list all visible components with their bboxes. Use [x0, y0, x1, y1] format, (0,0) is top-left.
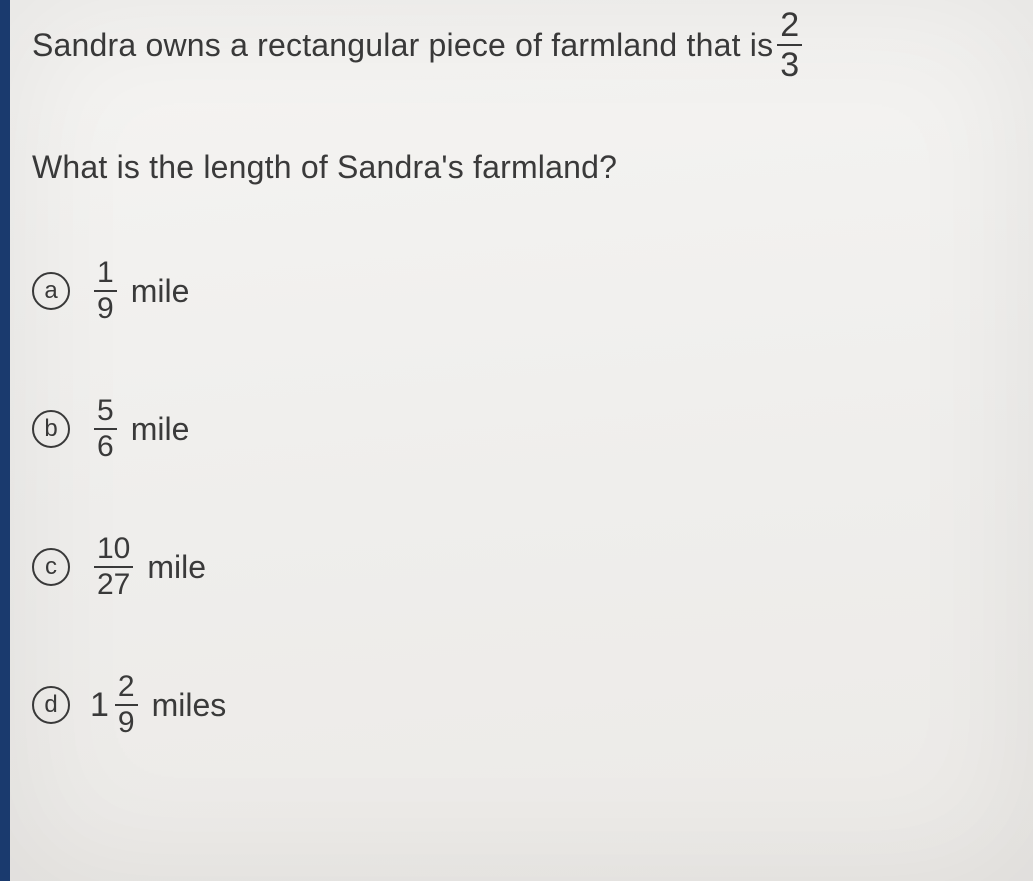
fraction-two-thirds: 2 3 [777, 8, 802, 82]
option-letter: b [44, 417, 57, 441]
option-a-unit: mile [131, 273, 190, 310]
option-a-fraction: 1 9 [94, 258, 117, 324]
option-c[interactable]: c 10 27 mile [32, 534, 1013, 600]
option-b-unit: mile [131, 411, 190, 448]
question-line-2: What is the length of Sandra's farmland? [32, 148, 1013, 186]
option-letter: c [45, 555, 57, 579]
fraction-denominator: 6 [94, 428, 117, 462]
fraction-denominator: 27 [94, 566, 133, 600]
question-text-1: Sandra owns a rectangular piece of farml… [32, 26, 773, 64]
option-c-fraction: 10 27 [94, 534, 133, 600]
answer-options: a 1 9 mile b 5 6 mile c 10 27 [32, 258, 1013, 738]
fraction-denominator: 9 [94, 290, 117, 324]
option-b-fraction: 5 6 [94, 396, 117, 462]
option-d[interactable]: d 1 2 9 miles [32, 672, 1013, 738]
option-marker-d: d [32, 686, 70, 724]
fraction-numerator: 2 [115, 672, 138, 704]
fraction-numerator: 5 [94, 396, 117, 428]
option-letter: a [44, 279, 57, 303]
option-a[interactable]: a 1 9 mile [32, 258, 1013, 324]
option-d-fraction: 2 9 [115, 672, 138, 738]
fraction-numerator: 10 [94, 534, 133, 566]
question-page: Sandra owns a rectangular piece of farml… [0, 0, 1033, 881]
option-marker-c: c [32, 548, 70, 586]
option-marker-a: a [32, 272, 70, 310]
option-b[interactable]: b 5 6 mile [32, 396, 1013, 462]
option-d-mixed-number: 1 2 9 [90, 672, 142, 738]
fraction-numerator: 1 [94, 258, 117, 290]
question-line-1: Sandra owns a rectangular piece of farml… [32, 8, 1013, 82]
mixed-whole: 1 [90, 686, 109, 725]
fraction-denominator: 3 [777, 44, 802, 82]
question-text-2: What is the length of Sandra's farmland? [32, 148, 617, 186]
fraction-denominator: 9 [115, 704, 138, 738]
option-d-unit: miles [152, 687, 227, 724]
fraction-numerator: 2 [777, 8, 802, 44]
option-c-unit: mile [147, 549, 206, 586]
option-marker-b: b [32, 410, 70, 448]
option-letter: d [44, 693, 57, 717]
